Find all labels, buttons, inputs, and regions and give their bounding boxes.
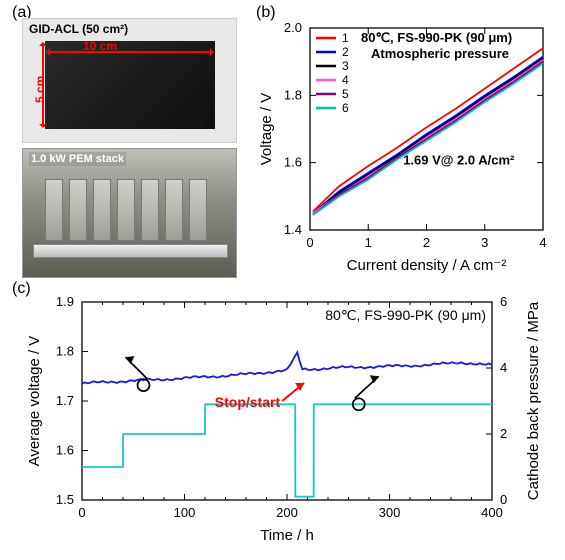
stack-clamp bbox=[33, 244, 228, 258]
svg-text:5: 5 bbox=[342, 87, 349, 101]
svg-text:1.7: 1.7 bbox=[56, 393, 74, 408]
svg-text:Current density / A cm⁻²: Current density / A cm⁻² bbox=[347, 257, 507, 274]
stack-plate bbox=[45, 179, 63, 241]
panel-b-chart: 012341.41.61.82.0Current density / A cm⁻… bbox=[255, 18, 553, 278]
svg-text:1.8: 1.8 bbox=[56, 344, 74, 359]
dim-left: 5 cm bbox=[33, 76, 47, 103]
svg-text:0: 0 bbox=[306, 235, 313, 250]
svg-text:400: 400 bbox=[481, 505, 503, 520]
svg-text:1: 1 bbox=[342, 31, 349, 45]
svg-text:4: 4 bbox=[500, 360, 507, 375]
svg-text:1.9: 1.9 bbox=[56, 294, 74, 309]
svg-text:100: 100 bbox=[174, 505, 196, 520]
stack-plate bbox=[93, 179, 111, 241]
caption-stack: 1.0 kW PEM stack bbox=[29, 152, 126, 166]
svg-text:Voltage / V: Voltage / V bbox=[258, 93, 275, 166]
caption-sample: GID-ACL (50 cm²) bbox=[29, 22, 128, 36]
svg-text:Atmospheric pressure: Atmospheric pressure bbox=[371, 46, 509, 61]
svg-text:1.8: 1.8 bbox=[284, 87, 302, 102]
dim-top: 10 cm bbox=[83, 39, 117, 53]
svg-text:80℃, FS-990-PK (90 μm): 80℃, FS-990-PK (90 μm) bbox=[325, 307, 486, 323]
svg-text:1.4: 1.4 bbox=[284, 222, 302, 237]
svg-text:2.0: 2.0 bbox=[284, 20, 302, 35]
photo-stack: 1.0 kW PEM stack bbox=[22, 148, 237, 278]
chart-b-svg: 012341.41.61.82.0Current density / A cm⁻… bbox=[255, 18, 553, 278]
svg-text:3: 3 bbox=[481, 235, 488, 250]
svg-text:4: 4 bbox=[342, 73, 349, 87]
panel-a-photos: GID-ACL (50 cm²) 10 cm 5 cm 1.0 kW PEM s… bbox=[22, 18, 237, 278]
svg-text:1.5: 1.5 bbox=[56, 492, 74, 507]
stack-plate bbox=[189, 179, 207, 241]
svg-text:300: 300 bbox=[379, 505, 401, 520]
photo-gid-acl: GID-ACL (50 cm²) 10 cm 5 cm bbox=[22, 18, 237, 143]
svg-text:1.6: 1.6 bbox=[284, 155, 302, 170]
svg-text:0: 0 bbox=[500, 492, 507, 507]
svg-text:3: 3 bbox=[342, 59, 349, 73]
svg-text:200: 200 bbox=[276, 505, 298, 520]
svg-text:Time / h: Time / h bbox=[260, 527, 314, 544]
chart-c-svg: 0 100 200 300 400 1.5 1.6 1.7 1.8 1.9 0 2 4 6 Time / h… bbox=[22, 290, 552, 548]
panel-c-chart: 0 100 200 300 400 1.5 1.6 1.7 1.8 1.9 0 2 4 6 Time / h… bbox=[22, 290, 552, 548]
svg-text:2: 2 bbox=[342, 45, 349, 59]
svg-text:2: 2 bbox=[423, 235, 430, 250]
stack-plate bbox=[165, 179, 183, 241]
stack-plate bbox=[69, 179, 87, 241]
svg-text:2: 2 bbox=[500, 426, 507, 441]
stack-plate bbox=[117, 179, 135, 241]
svg-text:80℃, FS-990-PK (90 μm): 80℃, FS-990-PK (90 μm) bbox=[361, 30, 512, 45]
svg-text:Cathode back pressure / MPa: Cathode back pressure / MPa bbox=[525, 301, 542, 500]
dim-arrow-h bbox=[48, 51, 212, 53]
svg-text:Average voltage / V: Average voltage / V bbox=[26, 336, 43, 467]
svg-text:1.6: 1.6 bbox=[56, 443, 74, 458]
sample-rect bbox=[45, 41, 215, 129]
svg-text:Stop/start: Stop/start bbox=[215, 394, 281, 410]
svg-text:6: 6 bbox=[342, 101, 349, 115]
svg-text:1.69 V@ 2.0 A/cm²: 1.69 V@ 2.0 A/cm² bbox=[403, 152, 515, 167]
stack-plate bbox=[141, 179, 159, 241]
svg-text:6: 6 bbox=[500, 294, 507, 309]
svg-text:1: 1 bbox=[365, 235, 372, 250]
svg-text:0: 0 bbox=[78, 505, 85, 520]
svg-text:4: 4 bbox=[539, 235, 546, 250]
